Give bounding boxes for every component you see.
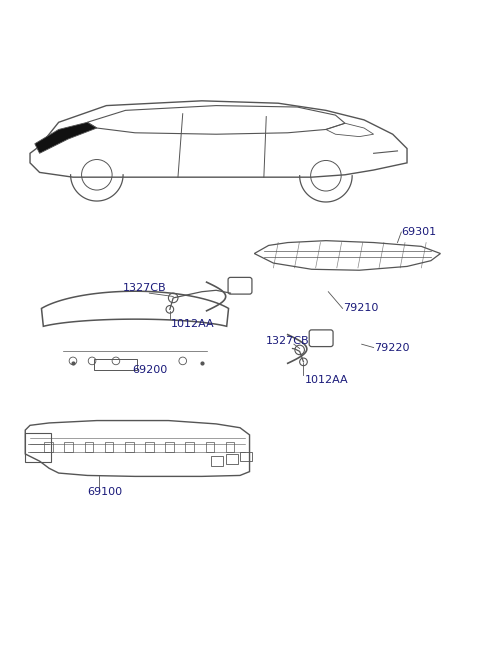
Bar — [205, 442, 214, 451]
Bar — [44, 442, 53, 451]
Bar — [84, 442, 93, 451]
Text: 69200: 69200 — [132, 365, 168, 375]
Bar — [165, 442, 174, 451]
Bar — [145, 442, 154, 451]
Text: 69301: 69301 — [401, 227, 436, 237]
Bar — [125, 442, 133, 451]
Bar — [211, 457, 223, 466]
Polygon shape — [35, 122, 97, 153]
Text: 1327CB: 1327CB — [266, 336, 310, 346]
Bar — [226, 454, 238, 464]
Bar — [64, 442, 73, 451]
Text: 79210: 79210 — [343, 303, 378, 313]
Text: 1012AA: 1012AA — [304, 375, 348, 385]
Bar — [240, 451, 252, 461]
Bar — [95, 358, 137, 371]
Text: 79220: 79220 — [373, 343, 409, 352]
Text: 1012AA: 1012AA — [171, 319, 215, 329]
Bar — [185, 442, 194, 451]
Text: 1327CB: 1327CB — [123, 284, 167, 293]
Bar — [105, 442, 113, 451]
Bar — [226, 442, 234, 451]
Text: 69100: 69100 — [87, 487, 122, 497]
